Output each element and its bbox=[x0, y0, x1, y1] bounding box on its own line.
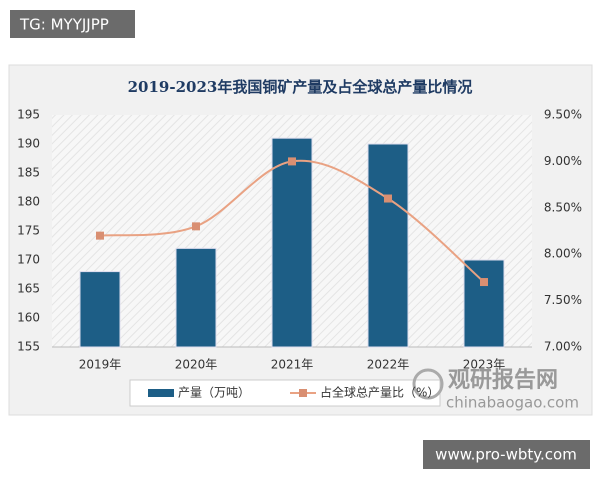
y-tick-label: 190 bbox=[17, 137, 40, 151]
y-tick-label: 160 bbox=[17, 311, 40, 325]
y-tick-label: 170 bbox=[17, 253, 40, 267]
y-tick-label: 195 bbox=[17, 108, 40, 122]
bar bbox=[463, 259, 505, 348]
bar bbox=[79, 271, 121, 348]
y-tick-label: 185 bbox=[17, 166, 40, 180]
tag-box bbox=[10, 10, 135, 38]
y2-tick-label: 9.00% bbox=[544, 154, 582, 168]
line-marker bbox=[480, 278, 488, 287]
x-tick-label: 2020年 bbox=[175, 358, 218, 372]
tag-text: TG: MYYJJPP bbox=[19, 16, 109, 34]
x-tick-label: 2019年 bbox=[79, 358, 122, 372]
line-marker bbox=[384, 194, 392, 203]
x-tick-label: 2021年 bbox=[271, 358, 314, 372]
line-marker bbox=[96, 231, 104, 240]
bar bbox=[271, 137, 313, 348]
legend-swatch bbox=[148, 389, 174, 397]
y-tick-label: 180 bbox=[17, 195, 40, 209]
site-text: www.pro-wbty.com bbox=[435, 446, 577, 464]
bar bbox=[175, 247, 217, 348]
x-tick-label: 2023年 bbox=[463, 358, 506, 372]
legend-marker bbox=[299, 389, 307, 397]
y2-tick-label: 9.50% bbox=[544, 108, 582, 122]
y2-tick-label: 8.00% bbox=[544, 247, 582, 261]
y-tick-label: 175 bbox=[17, 224, 40, 238]
logo: 观研报告网 chinabaogao.com bbox=[412, 368, 579, 412]
y2-tick-label: 7.00% bbox=[544, 340, 582, 354]
site-box bbox=[423, 440, 590, 469]
legend-label: 产量（万吨） bbox=[178, 386, 250, 400]
x-tick-label: 2022年 bbox=[367, 358, 410, 372]
bar bbox=[367, 143, 409, 348]
y-tick-label: 155 bbox=[17, 340, 40, 354]
line-marker bbox=[288, 157, 296, 166]
legend-label: 占全球总产量比（%） bbox=[320, 385, 439, 400]
logo-name: 观研报告网 bbox=[448, 368, 558, 393]
line-marker bbox=[192, 222, 200, 231]
y-tick-label: 165 bbox=[17, 282, 40, 296]
chart-title: 2019-2023年我国铜矿产量及占全球总产量比情况 bbox=[128, 78, 473, 96]
logo-url: chinabaogao.com bbox=[446, 394, 579, 412]
logo-icon bbox=[412, 368, 444, 400]
y2-tick-label: 8.50% bbox=[544, 200, 582, 214]
y2-tick-label: 7.50% bbox=[544, 293, 582, 307]
